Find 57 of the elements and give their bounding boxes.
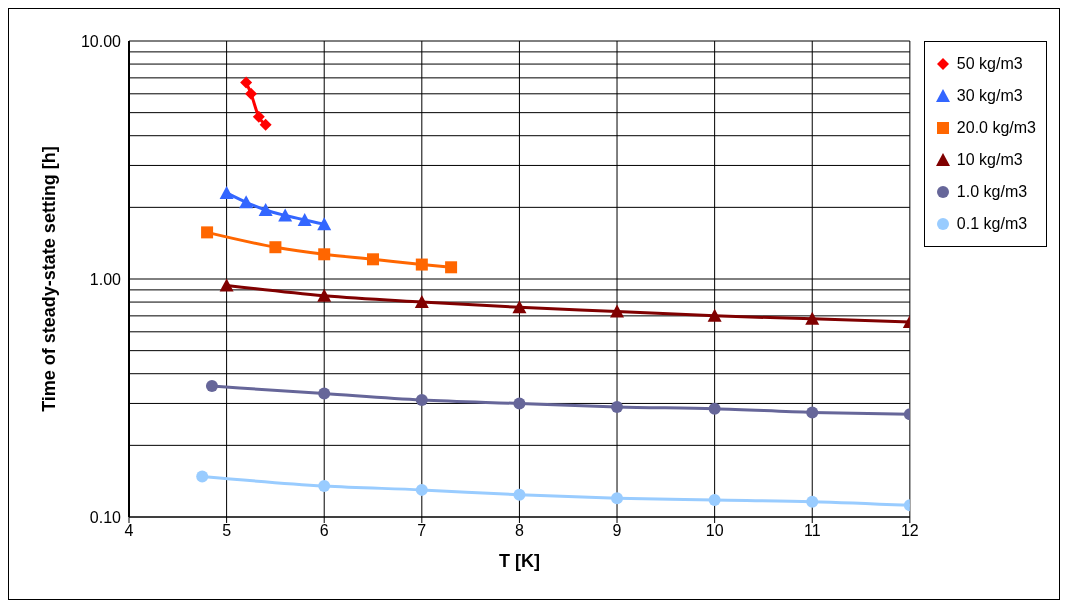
y-axis-title: Time of steady-state setting [h]	[39, 146, 60, 412]
point	[513, 397, 526, 410]
point	[219, 278, 234, 292]
point	[317, 217, 332, 231]
point	[805, 311, 820, 325]
point	[367, 253, 380, 266]
x-tick-label: 5	[222, 522, 232, 540]
legend-label: 0.1 kg/m3	[956, 215, 1028, 233]
point	[297, 212, 312, 226]
point	[240, 76, 253, 89]
point	[611, 400, 624, 413]
point	[415, 258, 428, 271]
x-axis-title: T [K]	[498, 551, 540, 571]
point	[445, 261, 458, 274]
y-tick-label: 1.00	[89, 270, 122, 288]
legend-label: 20.0 kg/m3	[956, 119, 1036, 137]
point	[611, 492, 624, 505]
x-tick-label: 8	[514, 522, 524, 540]
point	[252, 110, 265, 123]
x-tick-label: 11	[803, 522, 821, 540]
point	[610, 304, 625, 318]
legend-label: 30 kg/m3	[956, 87, 1023, 105]
point	[318, 248, 331, 261]
point	[806, 406, 819, 419]
x-tick-label: 6	[319, 522, 329, 540]
point	[245, 87, 258, 100]
legend-label: 10 kg/m3	[956, 151, 1023, 169]
point	[278, 208, 293, 222]
point	[707, 308, 722, 322]
point	[196, 470, 209, 483]
point	[259, 118, 272, 131]
point	[219, 185, 234, 199]
legend-label: 1.0 kg/m3	[956, 183, 1028, 201]
x-tick-label: 10	[705, 522, 724, 540]
x-tick-label: 9	[612, 522, 622, 540]
point	[318, 479, 331, 492]
point	[513, 488, 526, 501]
x-tick-label: 4	[124, 522, 134, 540]
point	[258, 202, 273, 216]
point	[414, 295, 429, 309]
point	[806, 495, 819, 508]
point	[201, 226, 214, 239]
point	[708, 493, 721, 506]
y-tick-label: 0.10	[89, 508, 122, 526]
point	[269, 241, 282, 254]
point	[318, 387, 331, 400]
x-tick-label: 7	[417, 522, 427, 540]
point	[205, 380, 218, 393]
point	[239, 195, 254, 209]
x-tick-label: 12	[900, 522, 919, 540]
point	[317, 288, 332, 302]
y-tick-label: 10.00	[80, 32, 122, 50]
point	[415, 394, 428, 407]
point	[708, 402, 721, 415]
legend-label: 50 kg/m3	[956, 55, 1023, 73]
point	[415, 483, 428, 496]
point	[512, 300, 527, 314]
